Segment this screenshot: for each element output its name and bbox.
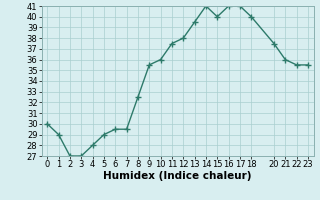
X-axis label: Humidex (Indice chaleur): Humidex (Indice chaleur) [103, 171, 252, 181]
